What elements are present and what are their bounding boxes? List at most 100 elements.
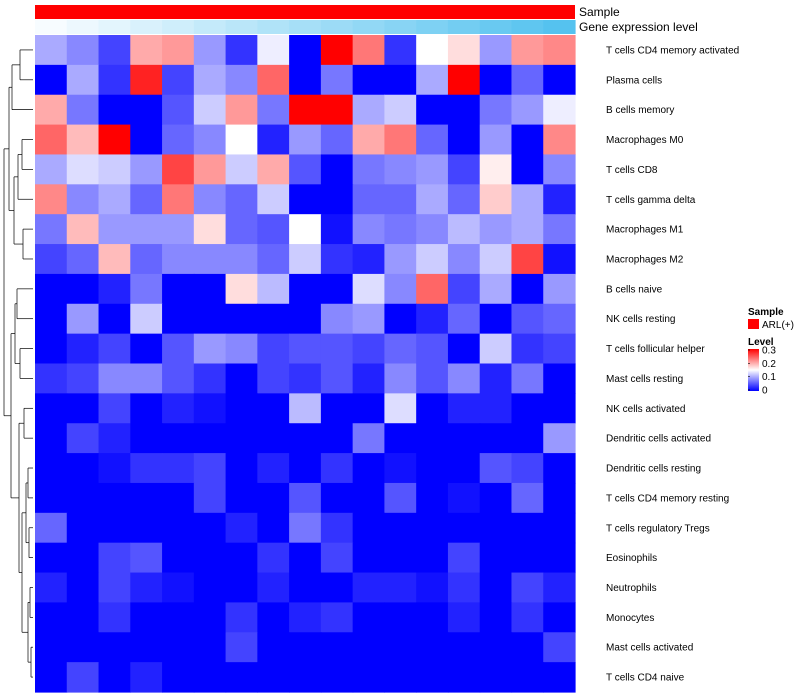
heatmap-cell bbox=[416, 333, 449, 365]
heatmap-cell bbox=[384, 154, 417, 185]
heatmap-cell bbox=[35, 542, 68, 574]
heatmap-cell bbox=[352, 453, 386, 484]
heatmap-cell bbox=[543, 482, 576, 514]
heatmap-cell bbox=[416, 512, 449, 544]
heatmap-cell bbox=[225, 35, 258, 66]
heatmap-cell bbox=[162, 64, 195, 96]
sample-annotation-bar bbox=[35, 5, 575, 19]
heatmap-cell bbox=[193, 244, 227, 275]
row-label: NK cells activated bbox=[606, 404, 685, 415]
heatmap-cell bbox=[66, 214, 100, 245]
row-label: Monocytes bbox=[606, 613, 654, 624]
heatmap-cell bbox=[479, 572, 513, 604]
heatmap-cell bbox=[352, 244, 386, 275]
heatmap-cell bbox=[479, 512, 513, 544]
heatmap-cell bbox=[320, 35, 354, 66]
heatmap-cell bbox=[98, 35, 131, 66]
heatmap-cell bbox=[447, 512, 481, 544]
row-label: Dendritic cells resting bbox=[606, 464, 701, 475]
heatmap-cell bbox=[66, 363, 100, 394]
heatmap-cell bbox=[225, 303, 258, 335]
heatmap-cell bbox=[352, 423, 386, 454]
heatmap-cell bbox=[447, 632, 481, 663]
heatmap-cell bbox=[257, 303, 290, 335]
heatmap-cell bbox=[384, 273, 417, 305]
heatmap-cell bbox=[130, 94, 163, 126]
heatmap-cell bbox=[98, 512, 131, 544]
heatmap-cell bbox=[257, 184, 290, 215]
heatmap-cell bbox=[352, 542, 386, 574]
heatmap-cell bbox=[193, 64, 227, 96]
heatmap-cell bbox=[289, 512, 322, 544]
heatmap-cell bbox=[35, 94, 68, 126]
heatmap-cell bbox=[162, 273, 195, 305]
heatmap-cell bbox=[66, 542, 100, 574]
heatmap-cell bbox=[384, 602, 417, 633]
heatmap-cell bbox=[162, 124, 195, 156]
heatmap-cell bbox=[479, 94, 513, 126]
heatmap-cell bbox=[193, 662, 227, 693]
heatmap-cell bbox=[384, 542, 417, 574]
heatmap-cell bbox=[66, 124, 100, 156]
expression-level-segment bbox=[416, 20, 449, 34]
legend-sample-entry: ARL(+) bbox=[762, 320, 794, 331]
heatmap-cell bbox=[543, 124, 576, 156]
heatmap-cell bbox=[257, 632, 290, 663]
heatmap-cell bbox=[416, 64, 449, 96]
legend-tick-label: 0 bbox=[762, 385, 768, 396]
row-label: Macrophages M0 bbox=[606, 135, 684, 146]
heatmap-cell bbox=[162, 602, 195, 633]
heatmap-cell bbox=[384, 632, 417, 663]
heatmap-cell bbox=[447, 393, 481, 424]
heatmap-cell bbox=[416, 273, 449, 305]
row-label: B cells memory bbox=[606, 105, 674, 116]
heatmap-cell bbox=[543, 662, 576, 693]
heatmap-cell bbox=[511, 363, 544, 394]
expression-level-segment bbox=[289, 20, 322, 34]
heatmap-cell bbox=[511, 453, 544, 484]
heatmap-cell bbox=[130, 572, 163, 604]
heatmap-cell bbox=[98, 632, 131, 663]
heatmap-cell bbox=[35, 662, 68, 693]
heatmap-cell bbox=[384, 124, 417, 156]
heatmap-cell bbox=[289, 64, 322, 96]
heatmap-cell bbox=[479, 184, 513, 215]
heatmap-cell bbox=[66, 572, 100, 604]
heatmap-cell bbox=[289, 482, 322, 514]
heatmap-cell bbox=[193, 273, 227, 305]
heatmap-cell bbox=[225, 632, 258, 663]
heatmap-cell bbox=[35, 482, 68, 514]
heatmap-cell bbox=[384, 214, 417, 245]
expression-level-segment bbox=[257, 20, 290, 34]
heatmap-cell bbox=[320, 94, 354, 126]
heatmap-cell bbox=[416, 244, 449, 275]
heatmap-cell bbox=[511, 184, 544, 215]
heatmap-cell bbox=[257, 393, 290, 424]
heatmap-cell bbox=[511, 214, 544, 245]
heatmap-cell bbox=[130, 363, 163, 394]
heatmap-cell bbox=[225, 393, 258, 424]
heatmap-cell bbox=[416, 303, 449, 335]
heatmap-cell bbox=[320, 363, 354, 394]
heatmap-cell bbox=[193, 363, 227, 394]
heatmap-cell bbox=[35, 154, 68, 185]
heatmap-cell bbox=[35, 333, 68, 365]
heatmap-cell bbox=[130, 632, 163, 663]
row-label: T cells CD4 naive bbox=[606, 673, 685, 684]
heatmap-cell bbox=[416, 572, 449, 604]
row-labels: T cells CD4 memory activated Plasma cells… bbox=[606, 45, 739, 683]
heatmap-cell bbox=[320, 184, 354, 215]
heatmap-cell bbox=[130, 64, 163, 96]
heatmap-cell bbox=[543, 214, 576, 245]
heatmap-cell bbox=[447, 333, 481, 365]
heatmap-cell bbox=[98, 482, 131, 514]
heatmap-cell bbox=[193, 482, 227, 514]
heatmap-cell bbox=[98, 244, 131, 275]
heatmap-cell bbox=[352, 482, 386, 514]
legend-tick-label: 0.2 bbox=[762, 359, 776, 370]
heatmap-cell bbox=[162, 512, 195, 544]
heatmap-cell bbox=[320, 303, 354, 335]
heatmap-cell bbox=[162, 393, 195, 424]
expression-level-segment bbox=[193, 20, 227, 34]
heatmap-cell bbox=[416, 602, 449, 633]
